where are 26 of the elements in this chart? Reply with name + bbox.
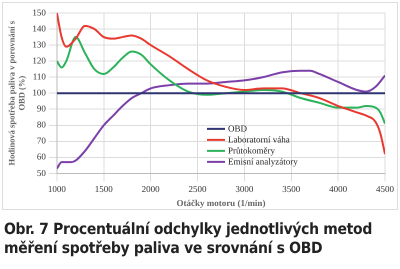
x-tick-label: 4500 — [376, 184, 394, 194]
x-tick-label: 1000 — [48, 184, 66, 194]
x-axis-title: Otáčky motoru (1/min) — [176, 198, 266, 208]
y-tick-label: 140 — [32, 23, 46, 34]
y-tick-label: 90 — [36, 104, 46, 114]
y-tick-label: 110 — [32, 72, 46, 82]
y-tick-label: 60 — [36, 152, 46, 162]
x-tick-label: 3000 — [235, 184, 254, 194]
x-tick-label: 4000 — [329, 184, 348, 194]
y-tick-label: 50 — [36, 168, 46, 178]
y-tick-label: 70 — [36, 136, 46, 146]
legend-label: Laboratorní váha — [228, 134, 290, 144]
y-axis-title: Hodinová spotřeba paliva v porovnání s OBD (%) — [6, 20, 27, 166]
x-tick-label: 2000 — [142, 184, 160, 194]
y-tick-label: 150 — [32, 7, 46, 18]
legend-label: Emisní analyzátory — [228, 156, 298, 166]
text: Obr. 7 Procentuální odchylky jednotlivých metod měření spotřeby paliva ve srovnání s OBD — [4, 220, 374, 258]
y-tick-label: 100 — [32, 88, 46, 98]
y-tick-label: 130 — [32, 39, 46, 50]
y-tick-label: 120 — [32, 55, 46, 66]
x-tick-label: 2500 — [188, 184, 208, 194]
legend-label: Průtokoměry — [228, 145, 276, 156]
x-tick-label: 3500 — [282, 184, 301, 194]
y-tick-label: 80 — [36, 120, 46, 130]
x-tick-label: 1500 — [94, 184, 114, 194]
legend-label: OBD — [228, 123, 248, 134]
